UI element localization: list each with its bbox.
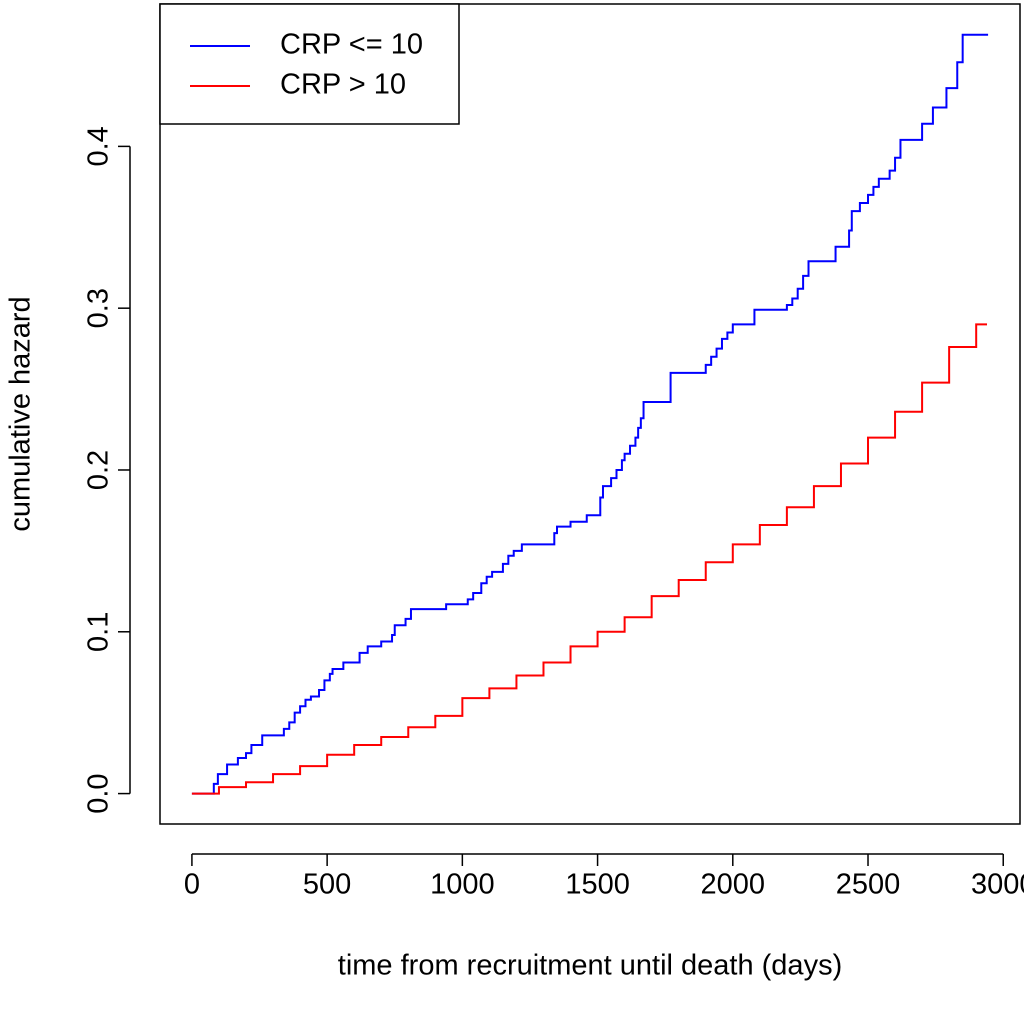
series-line xyxy=(191,323,988,795)
x-tick-label: 2500 xyxy=(836,869,901,901)
y-axis-label: cumulative hazard xyxy=(5,296,37,531)
legend-label: CRP > 10 xyxy=(280,69,406,101)
legend-label: CRP <= 10 xyxy=(280,29,423,61)
x-tick-label: 1000 xyxy=(430,869,495,901)
y-tick-label: 0.4 xyxy=(83,126,115,166)
x-tick-label: 1500 xyxy=(565,869,630,901)
y-tick-label: 0.0 xyxy=(83,773,115,813)
series-line xyxy=(191,33,989,795)
y-tick-label: 0.2 xyxy=(83,450,115,490)
x-tick-label: 0 xyxy=(184,869,200,901)
plot-frame xyxy=(159,3,1021,825)
legend-box xyxy=(159,3,460,125)
x-tick-label: 2000 xyxy=(701,869,766,901)
y-tick-label: 0.1 xyxy=(83,612,115,652)
y-tick-label: 0.3 xyxy=(83,288,115,328)
x-tick-label: 500 xyxy=(303,869,351,901)
x-axis-label: time from recruitment until death (days) xyxy=(338,950,842,982)
